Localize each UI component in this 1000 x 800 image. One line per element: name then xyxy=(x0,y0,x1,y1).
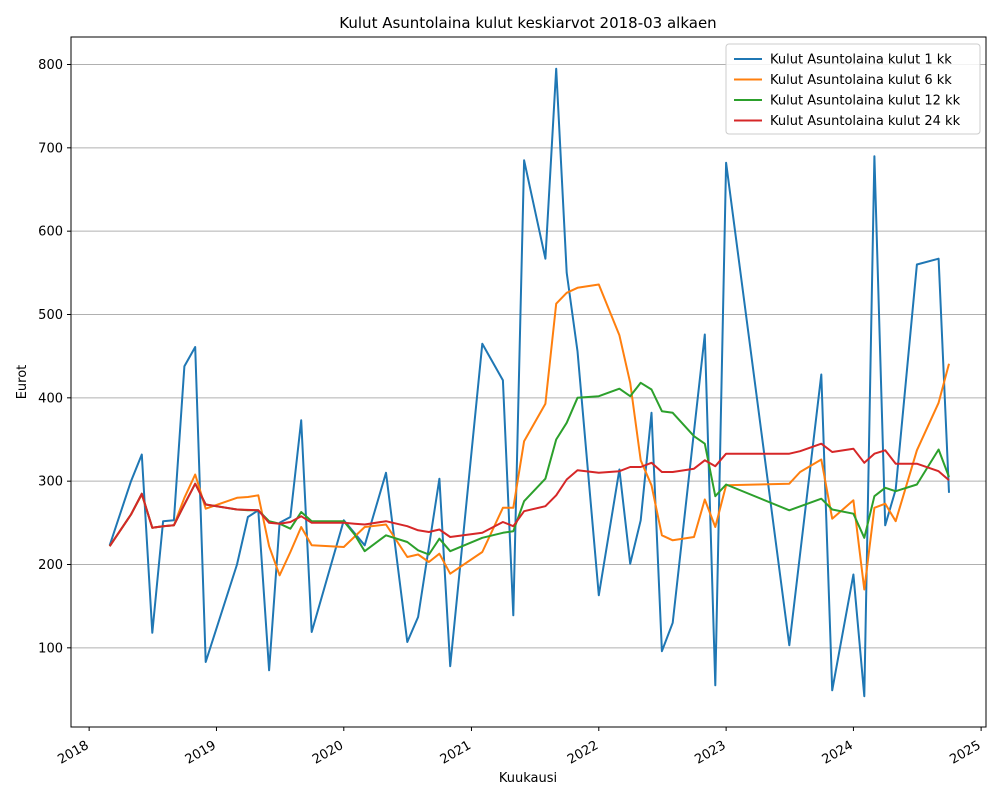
y-axis-label: Eurot xyxy=(15,365,30,400)
y-tick-label: 300 xyxy=(38,475,63,490)
x-tick-label: 2023 xyxy=(692,738,728,768)
legend-entry: Kulut Asuntolaina kulut 24 kk xyxy=(770,114,961,129)
chart-title: Kulut Asuntolaina kulut keskiarvot 2018-… xyxy=(339,14,716,32)
series-line-1 xyxy=(108,67,950,698)
legend-box xyxy=(725,43,981,135)
y-tick-label: 500 xyxy=(38,308,63,323)
plot-frame xyxy=(70,36,987,728)
x-axis-ticks: 2018 2019 2020 2021 2022 2023 2024 2025 xyxy=(55,727,984,768)
x-tick-label: 2025 xyxy=(947,738,983,768)
x-axis-label: Kuukausi xyxy=(499,771,557,786)
y-tick-label: 200 xyxy=(38,558,63,573)
y-gridlines xyxy=(71,64,986,649)
y-tick-label: 100 xyxy=(38,641,63,656)
y-tick-label: 600 xyxy=(38,225,63,240)
y-tick-label: 700 xyxy=(38,141,63,156)
x-tick-label: 2020 xyxy=(310,738,346,768)
x-tick-label: 2019 xyxy=(183,738,219,768)
y-axis-ticks: 100 200 300 400 500 600 700 800 xyxy=(38,58,71,656)
legend-entry: Kulut Asuntolaina kulut 1 kk xyxy=(770,53,952,68)
y-tick-label: 800 xyxy=(38,58,63,73)
x-tick-label: 2022 xyxy=(565,738,601,768)
x-tick-label: 2021 xyxy=(438,738,474,768)
y-tick-label: 400 xyxy=(38,391,63,406)
series-line-4 xyxy=(108,442,950,547)
legend-entry: Kulut Asuntolaina kulut 12 kk xyxy=(770,94,961,109)
x-tick-label: 2018 xyxy=(55,738,91,768)
x-tick-label: 2024 xyxy=(820,738,856,768)
legend: Kulut Asuntolaina kulut 1 kk Kulut Asunto… xyxy=(725,43,981,135)
legend-entry: Kulut Asuntolaina kulut 6 kk xyxy=(770,73,952,88)
series-line-2 xyxy=(108,283,950,591)
series-lines xyxy=(108,67,950,698)
